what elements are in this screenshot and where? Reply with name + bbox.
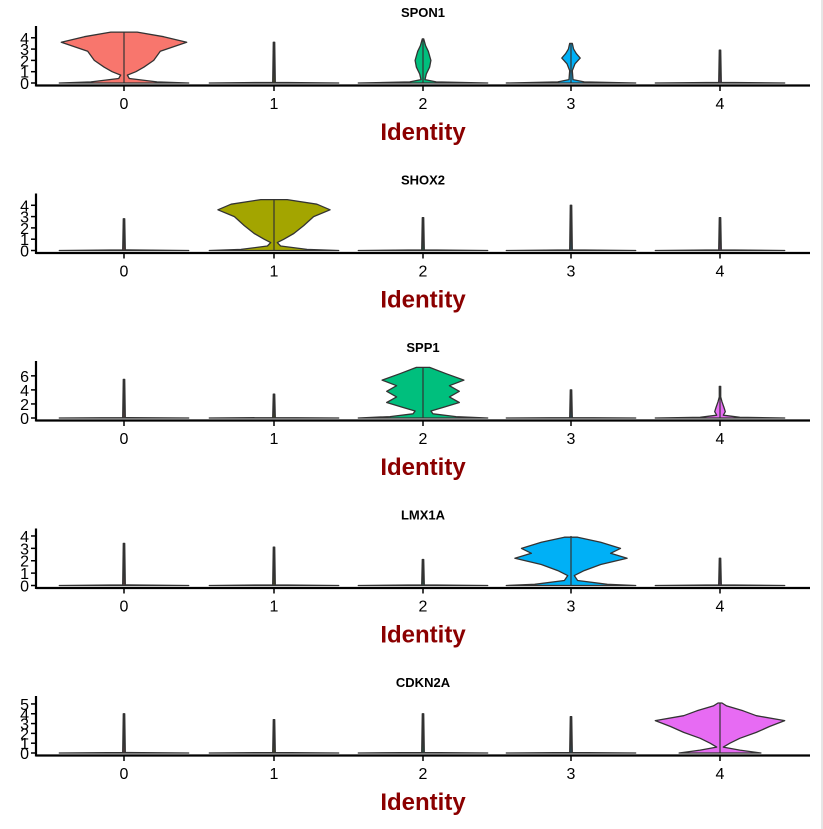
y-tick-label: 3 (20, 717, 29, 734)
y-tick-label: 5 (20, 697, 29, 714)
y-tick-label: 2 (20, 554, 29, 571)
x-tick-label: 2 (419, 599, 428, 616)
x-tick-label: 1 (270, 599, 279, 616)
y-tick-label: 0 (20, 411, 29, 428)
x-axis-title: Identity (380, 287, 466, 314)
y-tick-label: 1 (20, 232, 29, 249)
x-tick-label: 2 (419, 96, 428, 113)
y-tick-label: 4 (20, 31, 29, 48)
x-axis-title: Identity (380, 789, 466, 816)
x-tick-label: 0 (120, 431, 129, 448)
y-tick-label: 2 (20, 397, 29, 414)
panel-title: CDKN2A (396, 675, 451, 690)
x-tick-label: 0 (120, 96, 129, 113)
y-tick-label: 0 (20, 579, 29, 596)
y-tick-label: 1 (20, 566, 29, 583)
panel-title: SPON1 (401, 5, 445, 20)
x-tick-label: 1 (270, 766, 279, 783)
panel-title: SHOX2 (401, 173, 445, 188)
y-tick-label: 4 (20, 529, 29, 546)
x-tick-label: 2 (419, 766, 428, 783)
x-tick-label: 3 (567, 766, 576, 783)
x-tick-label: 4 (716, 264, 725, 281)
x-tick-label: 1 (270, 431, 279, 448)
x-tick-label: 3 (567, 96, 576, 113)
x-tick-label: 4 (716, 96, 725, 113)
y-tick-label: 2 (20, 53, 29, 70)
y-tick-label: 4 (20, 707, 29, 724)
y-tick-label: 3 (20, 541, 29, 558)
x-axis-title: Identity (380, 119, 466, 146)
y-tick-label: 6 (20, 369, 29, 386)
y-tick-label: 3 (20, 210, 29, 227)
x-tick-label: 1 (270, 264, 279, 281)
x-tick-label: 4 (716, 431, 725, 448)
panel-title: SPP1 (406, 340, 439, 355)
x-tick-label: 0 (120, 264, 129, 281)
x-tick-label: 3 (567, 599, 576, 616)
y-tick-label: 0 (20, 244, 29, 261)
right-edge-divider (821, 0, 823, 829)
x-tick-label: 2 (419, 264, 428, 281)
y-tick-label: 1 (20, 736, 29, 753)
x-tick-label: 3 (567, 431, 576, 448)
panel-title: LMX1A (401, 508, 446, 523)
x-tick-label: 0 (120, 766, 129, 783)
x-tick-label: 2 (419, 431, 428, 448)
y-tick-label: 4 (20, 198, 29, 215)
x-tick-label: 4 (716, 766, 725, 783)
y-tick-label: 3 (20, 42, 29, 59)
y-tick-label: 0 (20, 746, 29, 763)
x-tick-label: 1 (270, 96, 279, 113)
y-tick-label: 4 (20, 383, 29, 400)
x-tick-label: 4 (716, 599, 725, 616)
x-axis-title: Identity (380, 622, 466, 649)
x-tick-label: 0 (120, 599, 129, 616)
y-tick-label: 0 (20, 76, 29, 93)
x-axis-title: Identity (380, 454, 466, 481)
y-tick-label: 2 (20, 726, 29, 743)
x-tick-label: 3 (567, 264, 576, 281)
y-tick-label: 2 (20, 221, 29, 238)
y-tick-label: 1 (20, 65, 29, 82)
